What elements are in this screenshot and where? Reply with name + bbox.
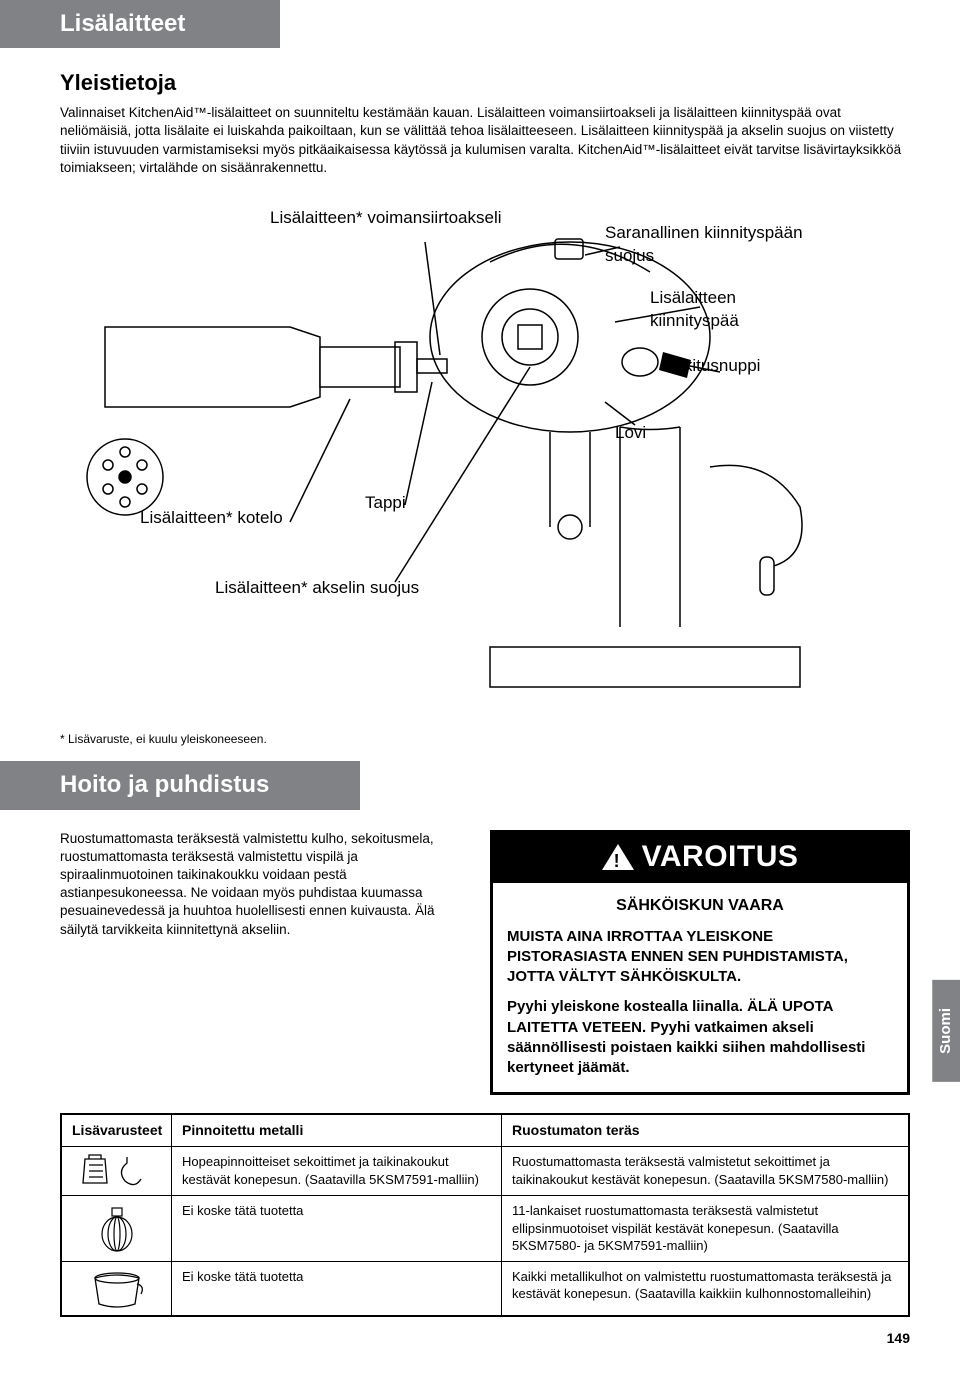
- table-header-c1: Lisävarusteet: [62, 1115, 172, 1147]
- beater-hook-icon: [77, 1151, 157, 1191]
- warning-title: VAROITUS: [642, 837, 799, 878]
- table-row-icon: [62, 1147, 172, 1196]
- section1-intro: Valinnaiset KitchenAid™-lisälaitteet on …: [60, 104, 910, 177]
- warning-subtitle: SÄHKÖISKUN VAARA: [507, 895, 893, 917]
- care-text: Ruostumattomasta teräksestä valmistettu …: [60, 830, 468, 939]
- whisk-icon: [92, 1204, 142, 1254]
- label-lovi: Lovi: [615, 422, 646, 445]
- page-number: 149: [60, 1329, 910, 1348]
- table-cell: 11-lankaiset ruostumattomasta teräksestä…: [502, 1196, 908, 1262]
- table-row-icon: [62, 1196, 172, 1262]
- warning-box: VAROITUS SÄHKÖISKUN VAARA MUISTA AINA IR…: [490, 830, 910, 1096]
- label-kotelo: Lisälaitteen* kotelo: [140, 507, 283, 530]
- section1-heading: Yleistietoja: [60, 68, 910, 98]
- label-akselin-suojus: Lisälaitteen* akselin suojus: [215, 577, 419, 600]
- accessories-table: Lisävarusteet Pinnoitettu metalli Ruostu…: [60, 1113, 910, 1317]
- table-cell: Ei koske tätä tuotetta: [172, 1196, 502, 1262]
- table-cell: Kaikki metallikulhot on valmistettu ruos…: [502, 1262, 908, 1315]
- warning-triangle-icon: [602, 844, 634, 870]
- label-tappi: Tappi: [365, 492, 406, 515]
- language-tab: Suomi: [932, 980, 960, 1082]
- label-lukitusnuppi: Lukitusnuppi: [665, 355, 760, 378]
- label-voimansiirto: Lisälaitteen* voimansiirtoakseli: [270, 207, 502, 230]
- diagram-footnote: * Lisävaruste, ei kuulu yleiskoneeseen.: [60, 731, 910, 747]
- warning-body1: MUISTA AINA IRROTTAA YLEISKONE PISTORASI…: [507, 927, 893, 988]
- table-cell: Ei koske tätä tuotetta: [172, 1262, 502, 1315]
- section-header-care: Hoito ja puhdistus: [0, 761, 360, 809]
- section1-title: Lisälaitteet: [60, 10, 185, 37]
- label-kiinnityspaa: Lisälaitteen kiinnityspää: [650, 287, 810, 333]
- warning-body2: Pyyhi yleiskone kostealla liinalla. ÄLÄ …: [507, 997, 893, 1078]
- table-cell: Hopeapinnoitteiset sekoittimet ja taikin…: [172, 1147, 502, 1196]
- section2-title: Hoito ja puhdistus: [60, 771, 269, 798]
- bowl-icon: [87, 1266, 147, 1311]
- warning-title-bar: VAROITUS: [493, 833, 907, 884]
- table-header-c2: Pinnoitettu metalli: [172, 1115, 502, 1147]
- table-row-icon: [62, 1262, 172, 1315]
- table-header-c3: Ruostumaton teräs: [502, 1115, 908, 1147]
- label-saranallinen: Saranallinen kiinnityspään suojus: [605, 222, 805, 268]
- section-header-accessories: Lisälaitteet: [0, 0, 280, 48]
- attachment-diagram: Lisälaitteen* voimansiirtoakseli Saranal…: [60, 187, 910, 727]
- table-cell: Ruostumattomasta teräksestä valmistetut …: [502, 1147, 908, 1196]
